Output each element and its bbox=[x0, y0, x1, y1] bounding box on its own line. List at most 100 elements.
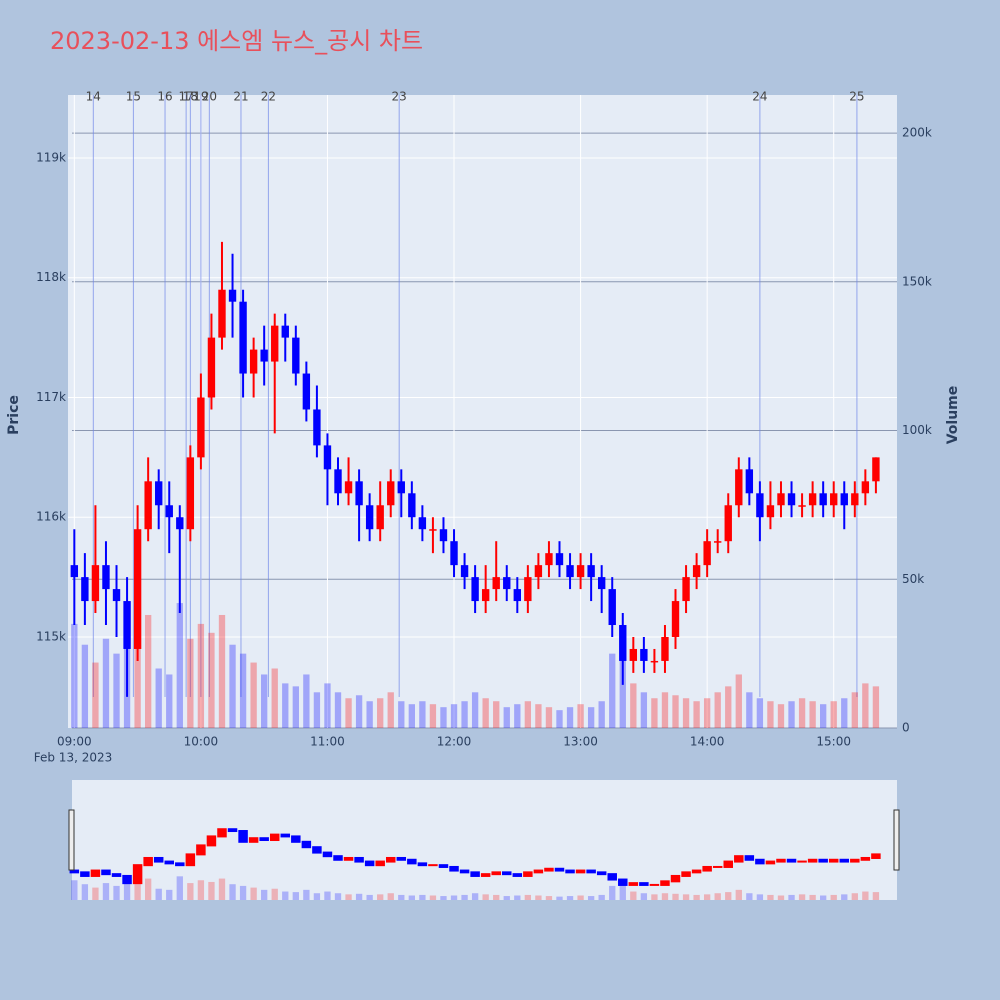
mini-volume-bar bbox=[429, 895, 437, 900]
volume-bar bbox=[577, 704, 584, 728]
mini-volume-bar bbox=[303, 889, 310, 900]
volume-bar bbox=[102, 638, 110, 728]
news-label: 16 bbox=[157, 90, 172, 104]
volume-bar bbox=[187, 638, 194, 728]
candle-body bbox=[682, 577, 690, 602]
candle-body bbox=[313, 409, 321, 446]
mini-candle-body bbox=[417, 862, 428, 867]
volume-bar bbox=[872, 686, 880, 728]
news-label: 22 bbox=[261, 90, 276, 104]
mini-candle-body bbox=[860, 856, 871, 861]
range-handle-left[interactable] bbox=[68, 809, 75, 871]
volume-bar bbox=[503, 707, 510, 728]
mini-candle-body bbox=[723, 860, 733, 868]
mini-volume-bar bbox=[113, 885, 120, 900]
candle-body bbox=[819, 493, 827, 506]
mini-candle-body bbox=[765, 860, 776, 865]
mini-candle-body bbox=[291, 835, 301, 843]
volume-bar bbox=[271, 668, 278, 728]
y-tick-label: 118k bbox=[36, 270, 66, 284]
mini-volume-bar bbox=[187, 883, 194, 900]
mini-candle-body bbox=[871, 853, 881, 859]
candle-body bbox=[176, 517, 184, 530]
mini-candle-body bbox=[80, 871, 90, 877]
news-label: 14 bbox=[86, 90, 101, 104]
mini-volume-bar bbox=[767, 894, 774, 900]
volume-bar bbox=[261, 674, 268, 728]
volume-bar bbox=[725, 686, 732, 728]
mini-candle-body bbox=[132, 864, 143, 885]
candle-body bbox=[81, 577, 89, 602]
mini-volume-bar bbox=[535, 895, 542, 900]
mini-volume-bar bbox=[619, 883, 626, 900]
volume-bar bbox=[471, 692, 479, 728]
volume-bar bbox=[493, 701, 500, 728]
range-slider[interactable] bbox=[72, 780, 897, 900]
mini-candle-body bbox=[744, 855, 755, 861]
mini-candle-body bbox=[185, 853, 196, 867]
volume-bar bbox=[587, 707, 595, 728]
mini-candle-body bbox=[639, 882, 649, 886]
y2-tick-label: 50k bbox=[902, 572, 924, 586]
candle-body bbox=[555, 553, 564, 566]
mini-candle-body bbox=[248, 837, 259, 843]
mini-volume-bar bbox=[661, 893, 669, 900]
candle-body bbox=[872, 457, 880, 482]
mini-volume-bar bbox=[514, 895, 521, 900]
volume-bar bbox=[250, 662, 257, 728]
mini-volume-bar bbox=[377, 894, 384, 900]
mini-candle-body bbox=[143, 856, 153, 867]
mini-candle-body bbox=[712, 865, 723, 868]
candle-body bbox=[745, 469, 754, 494]
mini-candle-body bbox=[797, 860, 807, 863]
range-handle-right[interactable] bbox=[893, 809, 900, 871]
x-tick-label: 12:00 bbox=[437, 735, 472, 749]
volume-bar bbox=[144, 614, 152, 728]
volume-bar bbox=[345, 698, 352, 728]
mini-candle-body bbox=[786, 858, 797, 863]
mini-candle-body bbox=[322, 851, 333, 858]
mini-candle-body bbox=[385, 856, 396, 863]
y-tick-label: 115k bbox=[36, 629, 66, 643]
candle-body bbox=[545, 553, 553, 566]
mini-candle-body bbox=[491, 871, 501, 876]
candle-body bbox=[186, 457, 195, 530]
mini-candle-body bbox=[554, 867, 565, 872]
mini-candle-body bbox=[375, 860, 385, 867]
volume-bar bbox=[419, 701, 426, 728]
candle-body bbox=[228, 289, 237, 302]
mini-volume-bar bbox=[155, 888, 162, 900]
mini-candle-body bbox=[396, 856, 407, 861]
candle-body bbox=[661, 636, 669, 661]
mini-candle-body bbox=[502, 871, 512, 876]
mini-candle-body bbox=[607, 873, 617, 881]
candle-body bbox=[640, 648, 648, 661]
mini-candle-body bbox=[480, 873, 491, 877]
volume-bar bbox=[566, 707, 574, 728]
mini-candle-body bbox=[702, 865, 712, 872]
mini-volume-bar bbox=[756, 894, 764, 900]
y-axis-title: Price bbox=[6, 395, 22, 435]
mini-volume-bar bbox=[355, 893, 363, 900]
news-label: 18 bbox=[183, 90, 198, 104]
mini-volume-bar bbox=[81, 884, 89, 900]
volume-bar bbox=[556, 710, 563, 728]
volume-bar bbox=[92, 662, 99, 728]
y-tick-label: 116k bbox=[36, 510, 66, 524]
candle-body bbox=[692, 565, 701, 578]
mini-candle-body bbox=[755, 858, 765, 865]
volume-bar bbox=[229, 644, 236, 728]
news-label: 23 bbox=[392, 90, 407, 104]
volume-bar bbox=[651, 698, 658, 728]
candle-body bbox=[439, 529, 448, 542]
candle-body bbox=[777, 493, 785, 506]
mini-volume-bar bbox=[524, 894, 532, 900]
mini-volume-bar bbox=[71, 880, 78, 900]
mini-candle-body bbox=[280, 833, 291, 838]
mini-candle-body bbox=[153, 856, 164, 863]
mini-volume-bar bbox=[398, 894, 405, 900]
candle-body bbox=[851, 493, 859, 506]
mini-volume-bar bbox=[703, 894, 711, 900]
y2-tick-label: 100k bbox=[902, 423, 932, 437]
volume-bar bbox=[756, 698, 764, 728]
